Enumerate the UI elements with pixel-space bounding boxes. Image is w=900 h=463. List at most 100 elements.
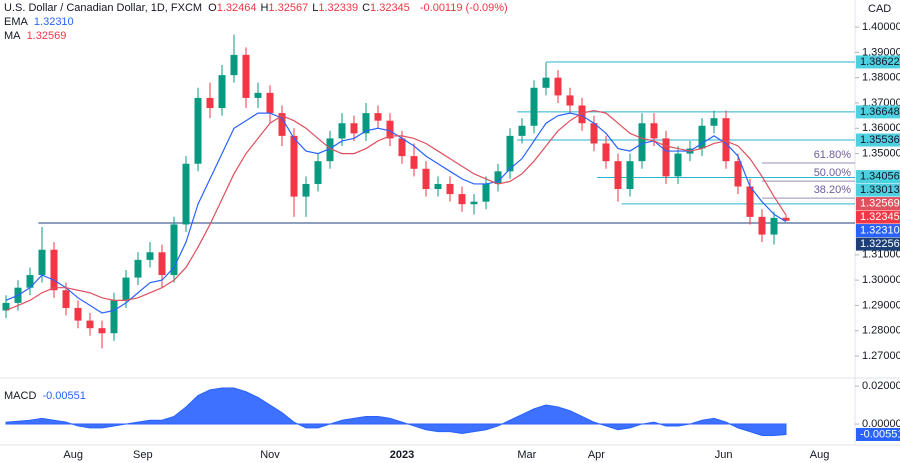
candle-body xyxy=(614,161,622,190)
ohlc-letter: L xyxy=(312,2,319,14)
candle-body xyxy=(494,171,502,184)
change: -0.00119 (-0.09%) xyxy=(419,2,508,14)
price-box-label: 1.32345 xyxy=(860,211,900,223)
y-tick-label: 1.29000 xyxy=(862,299,900,311)
candle-body xyxy=(314,161,322,184)
macd-last-box xyxy=(856,428,900,442)
macd-legend: MACD -0.00551 xyxy=(4,390,89,403)
candle-body xyxy=(86,320,94,329)
legend-name: EMA xyxy=(4,16,28,28)
candle-body xyxy=(770,217,778,235)
candle-body xyxy=(710,118,718,126)
candle-body xyxy=(422,168,430,190)
candle-body xyxy=(170,224,178,276)
candle-body xyxy=(26,275,34,288)
candle-body xyxy=(506,135,514,172)
candle-body xyxy=(554,77,562,96)
candle-body xyxy=(362,113,370,134)
legend-value: -0.00551 xyxy=(42,390,86,402)
fib-label: 38.20% xyxy=(814,184,852,196)
candle-body xyxy=(374,113,382,121)
y-tick-label: 1.39000 xyxy=(862,46,900,58)
candle-body xyxy=(662,138,670,177)
indicator-line xyxy=(5,112,787,314)
currency: CAD xyxy=(868,3,891,15)
candle-body xyxy=(134,259,142,278)
y-tick-label: 1.31000 xyxy=(862,249,900,261)
y-tick-label: 1.36000 xyxy=(862,122,900,134)
candle-body xyxy=(290,135,298,197)
ma-legend: MA 1.32569 xyxy=(4,30,69,43)
candle-body xyxy=(722,118,730,162)
y-tick-label: 1.28000 xyxy=(862,325,900,337)
candle-body xyxy=(338,123,346,139)
x-tick-label: Jun xyxy=(715,449,733,461)
candle-body xyxy=(470,201,478,205)
x-tick-label: Mar xyxy=(517,449,536,461)
ohlc-letter: O xyxy=(208,2,217,14)
macd-area xyxy=(5,387,787,436)
macd-last-label: -0.00551 xyxy=(860,428,900,440)
candle-body xyxy=(626,161,634,190)
candle-body xyxy=(458,194,466,205)
price-box xyxy=(856,224,900,238)
price-box-label: 1.35536 xyxy=(860,134,900,146)
price-box xyxy=(856,183,900,197)
candle-body xyxy=(110,300,118,334)
price-box-label: 1.33013 xyxy=(860,184,900,196)
x-tick-label: 2023 xyxy=(390,449,414,461)
ohlc-letter: H xyxy=(260,2,269,14)
candle-body xyxy=(410,156,418,169)
price-box-label: 1.32569 xyxy=(860,197,900,209)
x-tick-label: Nov xyxy=(260,449,280,461)
ohlc-header: O1.32464 H1.32567 L1.32339 C1.32345 xyxy=(208,2,414,14)
candle-body xyxy=(782,217,790,221)
candle-body xyxy=(482,183,490,202)
candle-body xyxy=(218,75,226,109)
candle-body xyxy=(350,123,358,134)
ema-legend: EMA 1.32310 xyxy=(4,16,77,29)
candle-body xyxy=(542,77,550,88)
candle-body xyxy=(158,252,166,276)
candle-body xyxy=(698,125,706,149)
price-box-label: 1.34056 xyxy=(860,170,900,182)
candle-body xyxy=(650,123,658,139)
candle-body xyxy=(230,54,238,76)
candle-body xyxy=(302,183,310,197)
candle-body xyxy=(398,138,406,157)
price-box-label: 1.32256 xyxy=(860,238,900,250)
macd-y-tick-label: 0.00000 xyxy=(862,418,900,430)
candle-body xyxy=(206,97,214,109)
fib-label: 61.80% xyxy=(814,149,852,161)
y-tick-label: 1.40000 xyxy=(862,21,900,33)
legend-name: MACD xyxy=(4,390,37,402)
candle-body xyxy=(530,87,538,126)
legend-value: 1.32569 xyxy=(26,30,67,42)
candle-body xyxy=(734,161,742,187)
candle-body xyxy=(146,252,154,260)
candle-body xyxy=(602,143,610,162)
indicator-line xyxy=(5,109,787,312)
price-box xyxy=(856,170,900,184)
y-tick-label: 1.35000 xyxy=(862,147,900,159)
x-tick-label: Sep xyxy=(133,449,153,461)
fib-label: 50.00% xyxy=(814,167,852,179)
ohlc-value: 1.32339 xyxy=(318,2,359,14)
candle-body xyxy=(638,123,646,162)
symbol: U.S. Dollar / Canadian Dollar, 1D, FXCM xyxy=(4,2,203,14)
candle-body xyxy=(386,120,394,139)
candle-body xyxy=(38,249,46,276)
x-tick-label: Aug xyxy=(63,449,83,461)
price-box-label: 1.36648 xyxy=(860,106,900,118)
price-box xyxy=(856,197,900,211)
x-tick-label: Aug xyxy=(810,449,830,461)
macd-y-tick-label: 0.02000 xyxy=(862,380,900,392)
price-box xyxy=(856,133,900,147)
y-tick-label: 1.27000 xyxy=(862,350,900,362)
candle-body xyxy=(266,92,274,114)
candle-body xyxy=(122,277,130,301)
candle-body xyxy=(518,125,526,136)
price-box xyxy=(856,210,900,224)
